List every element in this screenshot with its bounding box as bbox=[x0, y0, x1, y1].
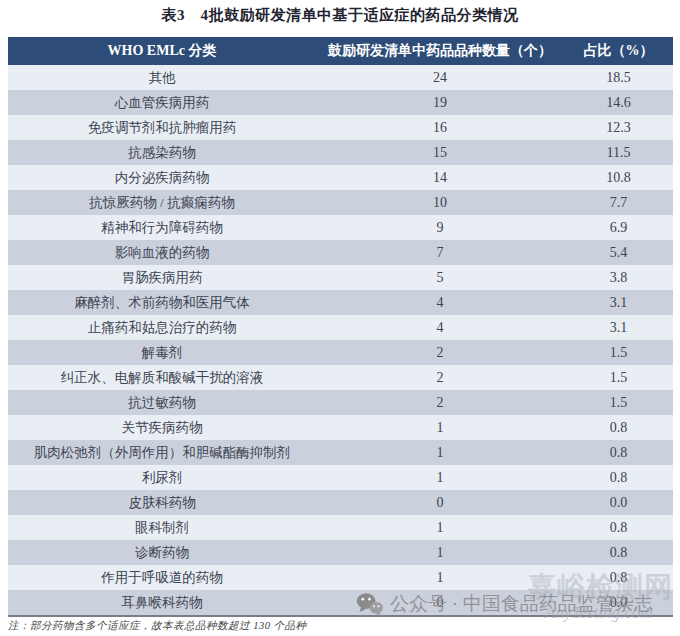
percent-cell: 3.8 bbox=[564, 265, 673, 290]
header-count: 鼓励研发清单中药品品种数量（个） bbox=[316, 37, 564, 65]
percent-cell: 0.0 bbox=[564, 490, 673, 515]
count-cell: 2 bbox=[316, 340, 564, 365]
count-cell: 4 bbox=[316, 315, 564, 340]
count-cell: 15 bbox=[316, 140, 564, 165]
count-cell: 19 bbox=[316, 90, 564, 115]
category-cell: 其他 bbox=[8, 65, 316, 90]
category-cell: 心血管疾病用药 bbox=[8, 90, 316, 115]
category-cell: 胃肠疾病用药 bbox=[8, 265, 316, 290]
table-row: 免疫调节剂和抗肿瘤用药1612.3 bbox=[8, 115, 673, 140]
percent-cell: 6.9 bbox=[564, 215, 673, 240]
category-cell: 解毒剂 bbox=[8, 340, 316, 365]
wechat-logo-icon bbox=[356, 592, 383, 616]
table-row: 眼科制剂10.8 bbox=[8, 515, 673, 540]
category-cell: 精神和行为障碍药物 bbox=[8, 215, 316, 240]
percent-cell: 1.5 bbox=[564, 365, 673, 390]
category-cell: 耳鼻喉科药物 bbox=[8, 590, 316, 615]
percent-cell: 18.5 bbox=[564, 65, 673, 90]
percent-cell: 0.8 bbox=[564, 415, 673, 440]
table-row: 影响血液的药物75.4 bbox=[8, 240, 673, 265]
category-cell: 抗过敏药物 bbox=[8, 390, 316, 415]
table-row: 抗过敏药物21.5 bbox=[8, 390, 673, 415]
percent-cell: 0.8 bbox=[564, 540, 673, 565]
table-row: 关节疾病药物10.8 bbox=[8, 415, 673, 440]
category-cell: 肌肉松弛剂（外周作用）和胆碱酯酶抑制剂 bbox=[8, 440, 316, 465]
category-cell: 影响血液的药物 bbox=[8, 240, 316, 265]
count-cell: 2 bbox=[316, 365, 564, 390]
category-cell: 皮肤科药物 bbox=[8, 490, 316, 515]
percent-cell: 11.5 bbox=[564, 140, 673, 165]
count-cell: 16 bbox=[316, 115, 564, 140]
table-row: 胃肠疾病用药53.8 bbox=[8, 265, 673, 290]
category-cell: 麻醉剂、术前药物和医用气体 bbox=[8, 290, 316, 315]
count-cell: 1 bbox=[316, 515, 564, 540]
header-category: WHO EMLc 分类 bbox=[8, 37, 316, 65]
category-cell: 诊断药物 bbox=[8, 540, 316, 565]
footnote: 注：部分药物含多个适应症，故本表总品种数超过 130 个品种 bbox=[8, 619, 307, 633]
page: 表3 4批鼓励研发清单中基于适应症的药品分类情况 WHO EMLc 分类 鼓励研… bbox=[0, 0, 680, 636]
table-header-row: WHO EMLc 分类 鼓励研发清单中药品品种数量（个） 占比（%） bbox=[8, 37, 673, 65]
count-cell: 1 bbox=[316, 415, 564, 440]
table-title: 表3 4批鼓励研发清单中基于适应症的药品分类情况 bbox=[0, 6, 680, 25]
category-cell: 作用于呼吸道的药物 bbox=[8, 565, 316, 590]
percent-cell: 3.1 bbox=[564, 315, 673, 340]
count-cell: 9 bbox=[316, 215, 564, 240]
count-cell: 24 bbox=[316, 65, 564, 90]
table-row: 心血管疾病用药1914.6 bbox=[8, 90, 673, 115]
percent-cell: 3.1 bbox=[564, 290, 673, 315]
category-cell: 止痛药和姑息治疗的药物 bbox=[8, 315, 316, 340]
wechat-account-label: 公众号 · 中国食品药品监管杂志 bbox=[390, 591, 653, 617]
count-cell: 4 bbox=[316, 290, 564, 315]
table-row: 内分泌疾病药物1410.8 bbox=[8, 165, 673, 190]
count-cell: 5 bbox=[316, 265, 564, 290]
count-cell: 1 bbox=[316, 465, 564, 490]
percent-cell: 14.6 bbox=[564, 90, 673, 115]
table-row: 麻醉剂、术前药物和医用气体43.1 bbox=[8, 290, 673, 315]
percent-cell: 0.8 bbox=[564, 440, 673, 465]
count-cell: 10 bbox=[316, 190, 564, 215]
table-row: 抗感染药物1511.5 bbox=[8, 140, 673, 165]
category-cell: 免疫调节剂和抗肿瘤用药 bbox=[8, 115, 316, 140]
header-percent: 占比（%） bbox=[564, 37, 673, 65]
count-cell: 1 bbox=[316, 540, 564, 565]
count-cell: 1 bbox=[316, 565, 564, 590]
count-cell: 0 bbox=[316, 490, 564, 515]
table-row: 精神和行为障碍药物96.9 bbox=[8, 215, 673, 240]
count-cell: 2 bbox=[316, 390, 564, 415]
percent-cell: 10.8 bbox=[564, 165, 673, 190]
table-row: 解毒剂21.5 bbox=[8, 340, 673, 365]
category-cell: 眼科制剂 bbox=[8, 515, 316, 540]
percent-cell: 12.3 bbox=[564, 115, 673, 140]
percent-cell: 1.5 bbox=[564, 340, 673, 365]
category-cell: 纠正水、电解质和酸碱干扰的溶液 bbox=[8, 365, 316, 390]
category-cell: 抗惊厥药物 / 抗癫痫药物 bbox=[8, 190, 316, 215]
table-row: 止痛药和姑息治疗的药物43.1 bbox=[8, 315, 673, 340]
table-row: 其他2418.5 bbox=[8, 65, 673, 90]
table-body: 其他2418.5心血管疾病用药1914.6免疫调节剂和抗肿瘤用药1612.3抗感… bbox=[8, 65, 673, 617]
percent-cell: 7.7 bbox=[564, 190, 673, 215]
category-cell: 关节疾病药物 bbox=[8, 415, 316, 440]
category-cell: 利尿剂 bbox=[8, 465, 316, 490]
classification-table: WHO EMLc 分类 鼓励研发清单中药品品种数量（个） 占比（%） 其他241… bbox=[8, 37, 673, 617]
count-cell: 14 bbox=[316, 165, 564, 190]
count-cell: 7 bbox=[316, 240, 564, 265]
table-row: 抗惊厥药物 / 抗癫痫药物107.7 bbox=[8, 190, 673, 215]
percent-cell: 0.8 bbox=[564, 515, 673, 540]
wechat-account-banner: 公众号 · 中国食品药品监管杂志 bbox=[356, 591, 653, 617]
percent-cell: 1.5 bbox=[564, 390, 673, 415]
count-cell: 1 bbox=[316, 440, 564, 465]
percent-cell: 0.8 bbox=[564, 465, 673, 490]
table-row: 皮肤科药物00.0 bbox=[8, 490, 673, 515]
category-cell: 内分泌疾病药物 bbox=[8, 165, 316, 190]
table-row: 诊断药物10.8 bbox=[8, 540, 673, 565]
table-row: 利尿剂10.8 bbox=[8, 465, 673, 490]
category-cell: 抗感染药物 bbox=[8, 140, 316, 165]
table-row: 纠正水、电解质和酸碱干扰的溶液21.5 bbox=[8, 365, 673, 390]
table-row: 肌肉松弛剂（外周作用）和胆碱酯酶抑制剂10.8 bbox=[8, 440, 673, 465]
percent-cell: 5.4 bbox=[564, 240, 673, 265]
